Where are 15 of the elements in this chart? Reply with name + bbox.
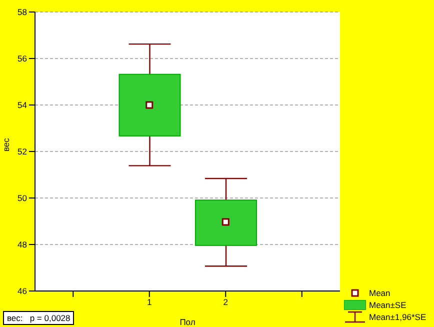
y-axis-title: вес (1, 137, 12, 152)
text: Mean±1,96*SE (369, 312, 426, 322)
x-tick-label: 2 (223, 297, 228, 308)
x-axis-title: Пол (180, 317, 196, 327)
y-tick-label: 48 (18, 240, 28, 250)
text: Mean (369, 288, 390, 298)
y-tick-label: 50 (18, 193, 28, 204)
y-tick-label: 56 (18, 54, 28, 64)
text: вес: p = 0,0028 (3, 311, 74, 325)
legend-label: Mean±SE (369, 300, 406, 310)
y-tick-label: 46 (18, 286, 28, 296)
y-tick-label: 52 (18, 146, 28, 157)
x-tick-label: 1 (147, 297, 152, 308)
y-tick-label: 54 (18, 100, 28, 110)
y-tick-label: 58 (18, 7, 28, 18)
